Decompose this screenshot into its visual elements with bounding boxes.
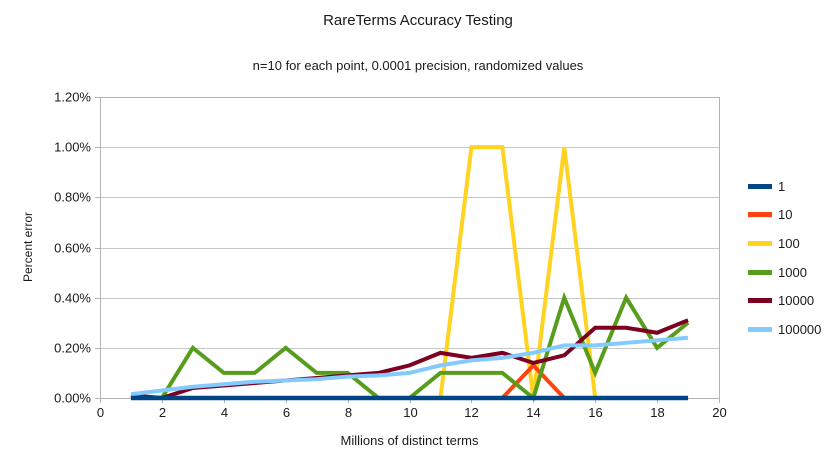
- y-tick-label: 0.60%: [54, 241, 91, 256]
- legend-item-100000: 100000: [748, 315, 821, 344]
- x-tick-label: 6: [283, 405, 290, 420]
- legend-item-1000: 1000: [748, 258, 821, 287]
- legend-swatch-100: [748, 240, 772, 246]
- x-tick-label: 8: [345, 405, 352, 420]
- legend-item-100: 100: [748, 229, 821, 258]
- legend-label-100: 100: [778, 235, 800, 251]
- x-tick-label: 2: [159, 405, 166, 420]
- legend-item-10: 10: [748, 201, 821, 230]
- legend-swatch-1: [748, 183, 772, 189]
- series-line-10: [130, 362, 689, 400]
- y-tick-label: 0.80%: [54, 190, 91, 205]
- series-line-100: [130, 145, 689, 400]
- x-tick-label: 14: [526, 405, 540, 420]
- legend-swatch-10: [748, 212, 772, 218]
- legend-label-1: 1: [778, 178, 786, 194]
- chart-title: RareTerms Accuracy Testing: [323, 12, 513, 29]
- y-tick-label: 0.20%: [54, 341, 91, 356]
- x-tick-label: 0: [97, 405, 104, 420]
- x-tick-label: 10: [403, 405, 417, 420]
- series-line-1000: [130, 291, 690, 402]
- y-tick-label: 0.40%: [54, 291, 91, 306]
- x-tick-label: 20: [712, 405, 726, 420]
- legend-label-10: 10: [778, 207, 793, 223]
- x-axis-title: Millions of distinct terms: [340, 433, 479, 448]
- x-tick-label: 12: [464, 405, 478, 420]
- legend-label-100000: 100000: [778, 321, 822, 337]
- legend-swatch-10000: [748, 298, 772, 304]
- legend: 1 10 100 1000 10000 100000: [748, 172, 821, 344]
- legend-label-1000: 1000: [778, 264, 807, 280]
- legend-item-10000: 10000: [748, 286, 821, 315]
- y-tick-label: 0.00%: [54, 391, 91, 406]
- x-tick-label: 4: [221, 405, 228, 420]
- x-tick-label: 16: [588, 405, 602, 420]
- series-line-100000: [130, 335, 689, 397]
- y-tick-label: 1.20%: [54, 90, 91, 105]
- legend-swatch-100000: [748, 326, 772, 332]
- y-tick-label: 1.00%: [54, 140, 91, 155]
- x-tick-label: 18: [650, 405, 664, 420]
- chart-subtitle: n=10 for each point, 0.0001 precision, r…: [252, 58, 584, 73]
- legend-label-10000: 10000: [778, 293, 815, 309]
- legend-swatch-1000: [748, 269, 772, 275]
- legend-item-1: 1: [748, 172, 821, 201]
